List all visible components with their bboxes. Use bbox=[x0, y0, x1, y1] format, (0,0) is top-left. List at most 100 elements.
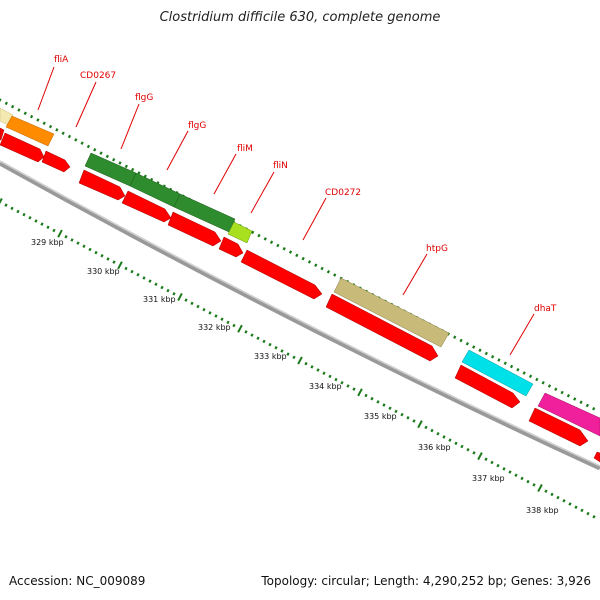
scale-dot bbox=[436, 431, 440, 436]
cds-arrow bbox=[218, 236, 244, 258]
scale-dot bbox=[0, 98, 2, 102]
leader-line bbox=[402, 253, 428, 296]
scale-dot bbox=[314, 263, 318, 267]
kbp-label: 334 kbp bbox=[309, 382, 342, 391]
scale-dot bbox=[592, 515, 596, 519]
cds-arrow bbox=[325, 293, 439, 362]
scale-dot bbox=[573, 397, 577, 401]
gene-label-flgG-2: flgG bbox=[188, 121, 206, 131]
scale-dot bbox=[262, 339, 266, 344]
scale-dot bbox=[592, 407, 596, 411]
scale-dot bbox=[36, 118, 40, 122]
scale-dot bbox=[288, 250, 293, 254]
scale-dot bbox=[503, 361, 507, 366]
scale-dot bbox=[522, 371, 526, 375]
scale-dot bbox=[554, 387, 558, 392]
scale-dot bbox=[88, 247, 92, 252]
cds-track bbox=[0, 127, 600, 463]
scale-dot bbox=[560, 390, 564, 395]
scale-dot bbox=[509, 364, 514, 369]
scale-dot bbox=[346, 384, 350, 388]
scale-major-tick bbox=[117, 261, 123, 270]
scale-dot bbox=[42, 121, 46, 126]
scale-dot bbox=[579, 400, 583, 405]
scale-dot bbox=[94, 250, 98, 255]
scale-dot bbox=[268, 342, 272, 347]
scale-dot bbox=[586, 511, 590, 516]
scale-dot bbox=[80, 141, 84, 145]
genome-backbone bbox=[0, 160, 600, 471]
scale-dot bbox=[16, 209, 20, 214]
scale-dot bbox=[52, 228, 56, 233]
scale-dot bbox=[394, 409, 398, 414]
scale-dot bbox=[382, 403, 386, 407]
scale-dot bbox=[251, 230, 255, 235]
scale-dot bbox=[286, 352, 290, 356]
scale-dot bbox=[364, 393, 368, 398]
leader-line bbox=[509, 313, 535, 356]
scale-dot bbox=[10, 206, 14, 211]
scale-dot bbox=[424, 425, 428, 430]
kbp-label: 329 kbp bbox=[31, 238, 64, 247]
scale-major-tick bbox=[0, 197, 3, 205]
scale-dot bbox=[454, 441, 458, 446]
scale-dot bbox=[496, 463, 500, 468]
scale-dot bbox=[490, 460, 494, 465]
scale-major-tick bbox=[297, 356, 303, 365]
scale-dot bbox=[22, 212, 26, 217]
scale-dot bbox=[526, 479, 530, 484]
kbp-label: 330 kbp bbox=[87, 267, 120, 276]
scale-dot bbox=[514, 473, 518, 477]
kbp-label: 335 kbp bbox=[364, 412, 397, 421]
scale-dot bbox=[112, 157, 116, 162]
scale-dot bbox=[400, 412, 404, 417]
scale-dot bbox=[208, 311, 212, 315]
cds-arrow bbox=[593, 451, 600, 463]
scale-dot bbox=[82, 244, 86, 249]
scale-dot bbox=[55, 128, 59, 132]
scale-dot bbox=[276, 243, 280, 248]
kbp-label: 338 kbp bbox=[526, 506, 559, 515]
cds-arrow bbox=[454, 364, 521, 409]
scale-dot bbox=[100, 254, 104, 258]
scale-dot bbox=[172, 292, 176, 296]
scale-dot bbox=[448, 438, 452, 442]
scale-dot bbox=[304, 361, 308, 366]
scale-dot bbox=[118, 161, 122, 165]
scale-dot bbox=[142, 276, 146, 280]
scale-dot bbox=[282, 247, 286, 251]
scale-dot bbox=[269, 240, 274, 244]
scale-dot bbox=[124, 164, 128, 169]
feature-track-outer bbox=[0, 107, 600, 437]
scale-dot bbox=[532, 483, 536, 487]
scale-dot bbox=[310, 365, 314, 369]
feature-fliN-lightgreen bbox=[227, 221, 253, 244]
cds-arrow bbox=[167, 211, 222, 247]
scale-dot bbox=[502, 467, 506, 471]
scale-dot bbox=[412, 419, 416, 423]
scale-dot bbox=[23, 111, 27, 116]
scale-dot bbox=[86, 144, 91, 149]
scale-dot bbox=[497, 358, 501, 362]
scale-dot bbox=[184, 298, 188, 302]
scale-dot bbox=[46, 225, 50, 230]
scale-dot bbox=[17, 108, 21, 112]
scale-dot bbox=[70, 238, 74, 242]
feature-magenta bbox=[537, 392, 600, 437]
scale-dot bbox=[544, 489, 548, 493]
scale-dot bbox=[99, 151, 103, 155]
scale-dot bbox=[220, 317, 224, 321]
gene-label-htpG: htpG bbox=[426, 244, 448, 254]
cds-arrow bbox=[0, 127, 5, 141]
scale-dot bbox=[333, 273, 337, 277]
leader-line bbox=[75, 81, 97, 128]
scale-dot bbox=[370, 396, 374, 401]
scale-dot bbox=[550, 492, 554, 497]
kbp-label: 333 kbp bbox=[254, 352, 287, 361]
scale-dot bbox=[307, 260, 312, 264]
scale-dot bbox=[48, 124, 53, 129]
scale-dot bbox=[226, 320, 230, 325]
leader-line bbox=[166, 130, 189, 171]
scale-dot bbox=[214, 314, 218, 318]
scale-dot bbox=[484, 351, 488, 356]
